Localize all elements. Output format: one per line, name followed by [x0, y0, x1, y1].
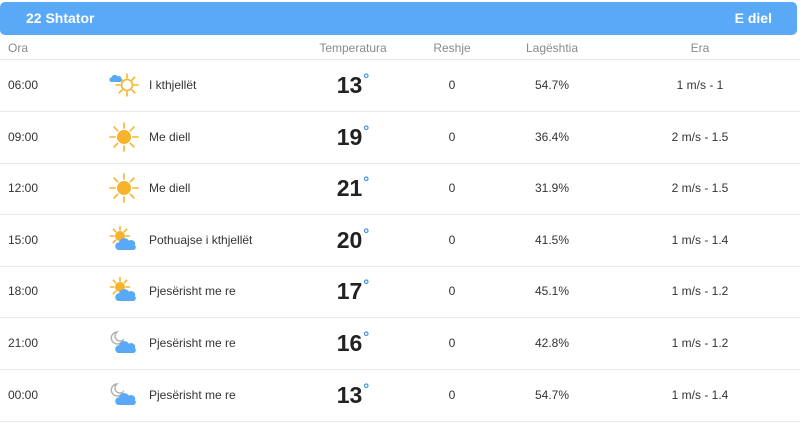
row-description: Me diell	[149, 129, 191, 144]
row-wind: 1 m/s - 1.4	[671, 387, 729, 402]
forecast-row-1500: 15:00 Pothuajse i kthjellët 20° 0 41.5% …	[0, 215, 800, 267]
row-temperature: 17°	[313, 266, 393, 317]
partly-cloudy-icon	[108, 225, 140, 255]
row-precip: 0	[448, 181, 456, 196]
temperature-value: 16	[336, 330, 363, 356]
temperature-value: 17	[336, 278, 363, 305]
column-header-precip: Reshje	[433, 41, 471, 55]
temperature-value: 21	[336, 175, 363, 202]
row-humidity: 42.8%	[534, 336, 570, 350]
row-humidity: 36.4%	[534, 129, 570, 144]
temperature-value: 20	[336, 226, 363, 253]
row-humidity: 41.5%	[534, 232, 570, 247]
row-time: 18:00	[8, 284, 39, 299]
row-wind: 1 m/s - 1	[676, 78, 724, 92]
row-humidity: 54.7%	[534, 78, 570, 92]
row-time: 06:00	[8, 78, 39, 92]
degree-symbol: °	[363, 277, 370, 295]
row-description: Pjesërisht me re	[149, 387, 236, 402]
forecast-row-1200: 12:00 Me diell 21° 0 31.9% 2 m/s - 1.5	[0, 163, 800, 216]
row-temperature: 21°	[313, 163, 393, 214]
row-time: 00:00	[8, 387, 39, 402]
column-header-time: Ora	[8, 41, 29, 55]
row-time: 12:00	[8, 181, 39, 196]
row-wind: 2 m/s - 1.5	[671, 129, 729, 144]
row-precip: 0	[448, 232, 456, 247]
sun-icon	[108, 173, 140, 203]
row-temperature: 19°	[313, 112, 393, 163]
header-divider	[0, 59, 800, 60]
forecast-row-0600: 06:00 I kthjellët 13° 0 54.7% 1 m/s - 1	[0, 60, 800, 112]
row-precip: 0	[448, 336, 456, 350]
row-precip: 0	[448, 387, 456, 402]
row-humidity: 31.9%	[534, 181, 570, 196]
row-description: I kthjellët	[149, 78, 197, 92]
row-humidity: 45.1%	[534, 284, 570, 299]
forecast-row-0900: 09:00 Me diell 19° 0 36.4% 2 m/s - 1.5	[0, 112, 800, 164]
partly-cloudy-icon	[108, 276, 140, 306]
row-temperature: 16°	[313, 318, 393, 369]
column-header-wind: Era	[690, 41, 710, 55]
row-description: Pjesërisht me re	[149, 284, 236, 299]
moon-cloud-icon	[108, 380, 140, 410]
row-wind: 1 m/s - 1.2	[671, 284, 729, 299]
forecast-row-0000: 00:00 Pjesërisht me re 13° 0 54.7% 1 m/s…	[0, 370, 800, 422]
cloud-sun-icon	[108, 70, 140, 100]
column-header-humidity: Lagështia	[525, 41, 579, 55]
row-description: Pothuajse i kthjellët	[149, 232, 253, 247]
row-temperature: 13°	[313, 370, 393, 421]
row-time: 09:00	[8, 129, 39, 144]
row-humidity: 54.7%	[534, 387, 570, 402]
row-precip: 0	[448, 284, 456, 299]
row-wind: 1 m/s - 1.2	[671, 336, 729, 350]
degree-symbol: °	[363, 225, 370, 243]
temperature-value: 13	[336, 381, 363, 408]
row-wind: 2 m/s - 1.5	[671, 181, 729, 196]
day-header: 22 Shtator E diel	[0, 2, 797, 35]
column-header-temperature: Temperatura	[319, 41, 387, 55]
row-temperature: 13°	[313, 60, 393, 111]
row-precip: 0	[448, 78, 456, 92]
temperature-value: 13	[336, 72, 363, 98]
row-time: 21:00	[8, 336, 39, 350]
sun-icon	[108, 121, 140, 152]
row-temperature: 20°	[313, 215, 393, 266]
header-day: E diel	[734, 10, 772, 26]
forecast-row-2100: 21:00 Pjesërisht me re 16° 0 42.8% 1 m/s…	[0, 318, 800, 370]
temperature-value: 19	[336, 123, 363, 150]
degree-symbol: °	[363, 71, 370, 88]
header-date: 22 Shtator	[26, 10, 95, 26]
row-description: Me diell	[149, 181, 191, 196]
degree-symbol: °	[363, 174, 370, 192]
row-wind: 1 m/s - 1.4	[671, 232, 729, 247]
moon-cloud-icon	[108, 328, 140, 358]
row-description: Pjesërisht me re	[149, 336, 236, 350]
forecast-row-1800: 18:00 Pjesërisht me re 17° 0 45.1% 1 m/s…	[0, 266, 800, 319]
row-precip: 0	[448, 129, 456, 144]
degree-symbol: °	[363, 329, 370, 346]
degree-symbol: °	[363, 122, 370, 140]
degree-symbol: °	[363, 380, 370, 398]
row-time: 15:00	[8, 232, 39, 247]
